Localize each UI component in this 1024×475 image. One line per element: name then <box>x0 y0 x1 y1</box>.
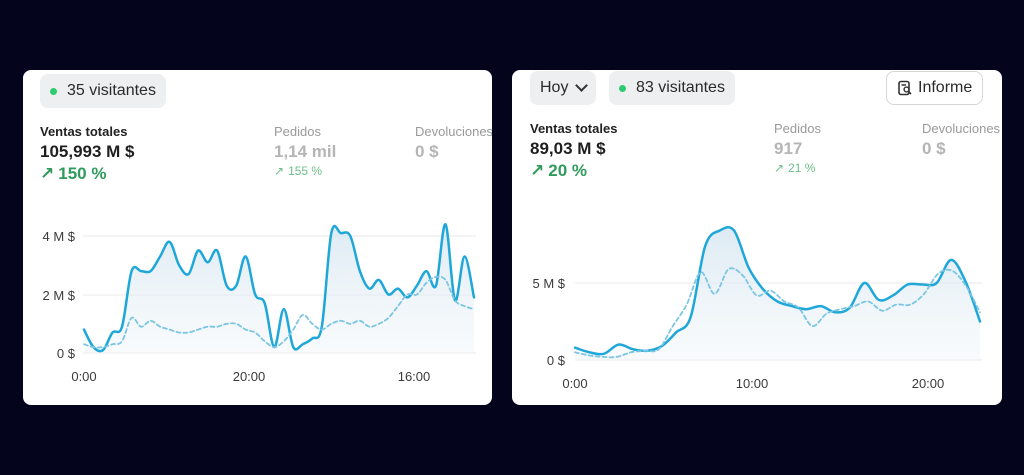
visitors-badge[interactable]: 83 visitantes <box>609 71 735 105</box>
y-tick-label: 0 $ <box>57 346 76 361</box>
report-icon <box>898 80 912 96</box>
metric-change-value: 155 % <box>288 164 323 178</box>
visitors-label: 35 visitantes <box>67 82 156 99</box>
x-tick-label: 0:00 <box>71 369 96 384</box>
metric-label: Devoluciones <box>922 121 1001 136</box>
metric-change-value: 20 % <box>548 161 587 180</box>
metric-orders[interactable]: Pedidos 917 ↗ 21 % <box>774 121 821 175</box>
metric-label: Pedidos <box>274 124 321 139</box>
metric-value: 0 $ <box>415 142 439 161</box>
metric-change-value: 150 % <box>58 164 107 183</box>
arrow-up-right-icon: ↗ <box>530 161 545 180</box>
metric-total-sales[interactable]: Ventas totales 89,03 M $ ↗ 20 % <box>530 121 617 181</box>
sales-chart-left: 4 M $ 2 M $ 0 $ 0:00 20:00 16:00 <box>42 223 476 384</box>
sales-card-left: 35 visitantes Ventas totales 105,993 M $… <box>23 70 492 405</box>
metric-value: 0 $ <box>922 139 946 158</box>
metric-change-value: 21 % <box>788 161 816 175</box>
y-tick-label: 5 M $ <box>532 276 565 291</box>
metric-returns[interactable]: Devoluciones 0 $ <box>922 121 1000 159</box>
metric-change: ↗ 20 % <box>530 161 617 181</box>
live-dot-icon <box>619 84 626 92</box>
metric-value: 105,993 M $ <box>40 142 135 161</box>
sales-card-right: Hoy 83 visitantes Informe Ventas totales… <box>512 70 1002 405</box>
live-dot-icon <box>50 87 57 95</box>
period-selector[interactable]: Hoy <box>530 71 597 105</box>
y-tick-label: 4 M $ <box>42 229 75 244</box>
metric-label: Ventas totales <box>40 124 128 139</box>
report-button[interactable]: Informe <box>886 71 984 105</box>
series-area <box>575 227 980 360</box>
x-tick-label: 20:00 <box>233 369 266 384</box>
metric-change: ↗ 155 % <box>274 164 336 178</box>
arrow-up-right-icon: ↗ <box>40 164 55 183</box>
y-tick-label: 0 $ <box>547 353 566 368</box>
y-tick-label: 2 M $ <box>42 288 75 303</box>
metric-orders[interactable]: Pedidos 1,14 mil ↗ 155 % <box>274 124 336 178</box>
arrow-up-right-icon: ↗ <box>274 164 285 178</box>
series-line-comparison <box>574 267 981 359</box>
x-tick-label: 0:00 <box>562 376 587 391</box>
metric-label: Pedidos <box>774 121 821 136</box>
series-line-current <box>82 223 476 353</box>
x-tick-label: 20:00 <box>912 376 945 391</box>
series-line-comparison <box>83 275 475 349</box>
metric-total-sales[interactable]: Ventas totales 105,993 M $ ↗ 150 % <box>40 124 135 184</box>
x-tick-label: 10:00 <box>736 376 769 391</box>
x-tick-label: 16:00 <box>398 369 431 384</box>
sales-chart-right: 5 M $ 0 $ 0:00 10:00 20:00 <box>532 226 982 391</box>
visitors-badge[interactable]: 35 visitantes <box>40 74 166 108</box>
arrow-up-right-icon: ↗ <box>774 161 785 175</box>
report-label: Informe <box>918 79 973 96</box>
metric-label: Ventas totales <box>530 121 618 136</box>
series-area <box>84 224 474 353</box>
metric-label: Devoluciones <box>415 124 492 139</box>
metric-change: ↗ 150 % <box>40 164 135 184</box>
metric-returns[interactable]: Devoluciones 0 $ <box>415 124 492 162</box>
period-label: Hoy <box>540 79 569 96</box>
visitors-label: 83 visitantes <box>636 79 725 96</box>
metric-value: 1,14 mil <box>274 142 337 161</box>
metric-value: 917 <box>774 139 803 158</box>
metric-change: ↗ 21 % <box>774 161 821 175</box>
metric-value: 89,03 M $ <box>530 139 606 158</box>
